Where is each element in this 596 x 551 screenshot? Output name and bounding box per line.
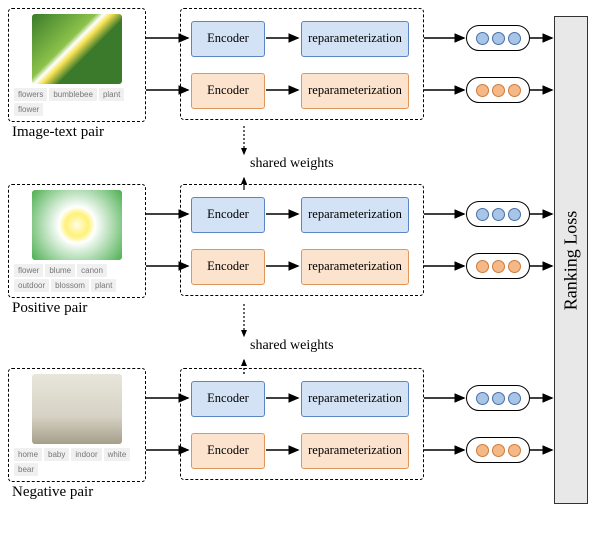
latent-text	[466, 77, 530, 103]
processing-box: Encoder reparameterization Encoder reparame…	[180, 368, 424, 480]
tag: flower	[14, 103, 43, 116]
tag-list: flowersbumblebeeplant flower	[14, 88, 140, 116]
reparam-block: reparameterization	[301, 73, 409, 109]
tag: baby	[44, 448, 69, 461]
image-path-row: Encoder reparameterization	[181, 21, 425, 57]
processing-box: Encoder reparameterization Encoder reparame…	[180, 184, 424, 296]
tag: canon	[77, 264, 107, 277]
tag: blossom	[51, 279, 89, 292]
encoder-block: Encoder	[191, 73, 265, 109]
latent-text	[466, 437, 530, 463]
latent-dot	[492, 392, 505, 405]
input-box: homebabyindoorwhite bear	[8, 368, 146, 482]
tag: home	[14, 448, 42, 461]
tag-list: homebabyindoorwhite bear	[14, 448, 140, 476]
latent-dot	[508, 208, 521, 221]
branch-caption: Image-text pair	[8, 124, 146, 141]
latent-text	[466, 253, 530, 279]
tag: plant	[99, 88, 124, 101]
latent-dot	[492, 208, 505, 221]
latent-dot	[508, 260, 521, 273]
latent-image	[466, 385, 530, 411]
image-path-row: Encoder reparameterization	[181, 197, 425, 233]
reparam-block: reparameterization	[301, 249, 409, 285]
encoder-block: Encoder	[191, 197, 265, 233]
latent-dot	[476, 444, 489, 457]
input-box: flowersbumblebeeplant flower	[8, 8, 146, 122]
sample-image	[32, 14, 122, 84]
latent-image	[466, 201, 530, 227]
reparam-block: reparameterization	[301, 197, 409, 233]
tag-list: flowerblumecanon outdoorblossomplant	[14, 264, 140, 292]
tag: outdoor	[14, 279, 49, 292]
shared-weights-label-1: shared weights	[250, 156, 334, 172]
image-path-row: Encoder reparameterization	[181, 381, 425, 417]
latent-dot	[476, 260, 489, 273]
sample-image	[32, 374, 122, 444]
processing-box: Encoder reparameterization Encoder reparame…	[180, 8, 424, 120]
latent-dot	[476, 32, 489, 45]
text-path-row: Encoder reparameterization	[181, 73, 425, 109]
latent-dot	[492, 84, 505, 97]
shared-weights-label-2: shared weights	[250, 338, 334, 354]
ranking-loss-label: Ranking Loss	[561, 210, 582, 310]
latent-dot	[476, 84, 489, 97]
reparam-block: reparameterization	[301, 381, 409, 417]
tag: plant	[91, 279, 116, 292]
latent-image	[466, 25, 530, 51]
latent-dot	[508, 32, 521, 45]
reparam-block: reparameterization	[301, 21, 409, 57]
latent-dot	[476, 208, 489, 221]
tag: flower	[14, 264, 43, 277]
input-box: flowerblumecanon outdoorblossomplant	[8, 184, 146, 298]
latent-dot	[476, 392, 489, 405]
architecture-diagram: flowersbumblebeeplantflowerImage-text pa…	[8, 8, 588, 543]
latent-dot	[508, 392, 521, 405]
text-path-row: Encoder reparameterization	[181, 433, 425, 469]
latent-dot	[492, 444, 505, 457]
tag: bumblebee	[49, 88, 97, 101]
input-column: flowerblumecanon outdoorblossomplant Posit…	[8, 184, 146, 317]
latent-dot	[492, 32, 505, 45]
encoder-block: Encoder	[191, 433, 265, 469]
ranking-loss-box: Ranking Loss	[554, 16, 588, 504]
tag: flowers	[14, 88, 47, 101]
latent-dot	[492, 260, 505, 273]
encoder-block: Encoder	[191, 21, 265, 57]
input-column: homebabyindoorwhite bear Negative pair	[8, 368, 146, 501]
branch-caption: Negative pair	[8, 484, 146, 501]
reparam-block: reparameterization	[301, 433, 409, 469]
encoder-block: Encoder	[191, 249, 265, 285]
latent-dot	[508, 84, 521, 97]
tag: white	[104, 448, 131, 461]
text-path-row: Encoder reparameterization	[181, 249, 425, 285]
encoder-block: Encoder	[191, 381, 265, 417]
branch-caption: Positive pair	[8, 300, 146, 317]
latent-dot	[508, 444, 521, 457]
tag: indoor	[71, 448, 101, 461]
tag: bear	[14, 463, 38, 476]
tag: blume	[45, 264, 75, 277]
input-column: flowersbumblebeeplant flower Image-text pa…	[8, 8, 146, 141]
sample-image	[32, 190, 122, 260]
